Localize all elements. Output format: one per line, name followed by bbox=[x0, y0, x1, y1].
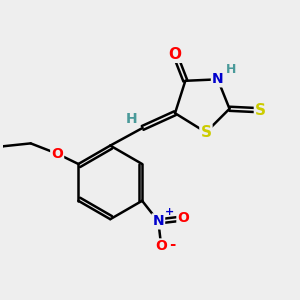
Text: O: O bbox=[169, 47, 182, 62]
Text: O: O bbox=[177, 212, 189, 226]
Text: H: H bbox=[126, 112, 137, 126]
Text: +: + bbox=[165, 207, 174, 217]
Text: N: N bbox=[152, 214, 164, 228]
Text: H: H bbox=[226, 63, 236, 76]
Text: S: S bbox=[255, 103, 266, 118]
Text: S: S bbox=[200, 125, 211, 140]
Text: -: - bbox=[169, 237, 176, 252]
Text: O: O bbox=[51, 147, 63, 161]
Text: O: O bbox=[155, 239, 167, 254]
Text: N: N bbox=[212, 72, 224, 86]
